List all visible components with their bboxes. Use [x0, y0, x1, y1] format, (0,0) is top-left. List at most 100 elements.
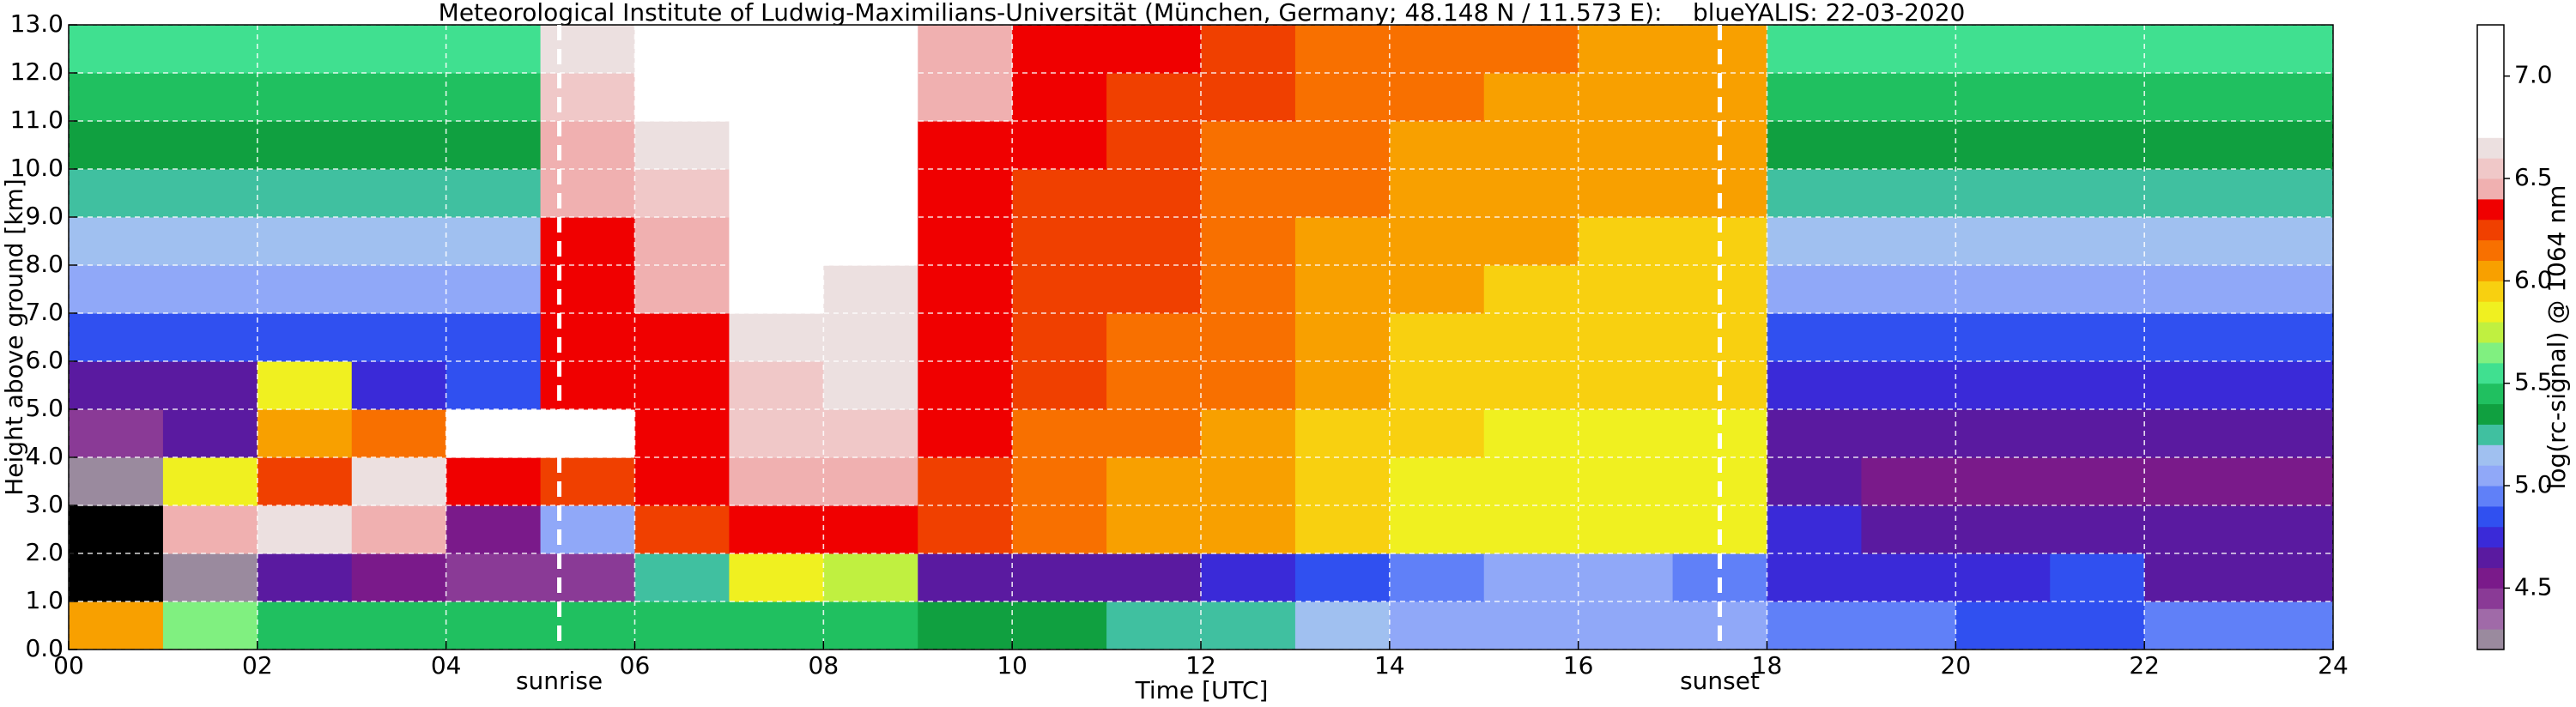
heatmap-cell	[729, 505, 824, 554]
heatmap-cell	[1578, 121, 1674, 170]
heatmap-cell	[1294, 313, 1391, 362]
heatmap-cell	[1955, 505, 2051, 554]
heatmap-cell	[351, 601, 447, 650]
heatmap-cell	[69, 361, 164, 410]
heatmap-cell	[634, 601, 730, 650]
colorbar-segment	[2477, 158, 2504, 179]
heatmap-cell	[1389, 601, 1485, 650]
heatmap-cell	[634, 217, 730, 266]
heatmap-cell	[1955, 217, 2051, 266]
heatmap-cell	[1767, 601, 1862, 650]
heatmap-cell	[540, 313, 635, 362]
heatmap-cell	[1106, 73, 1202, 122]
heatmap-cell	[445, 25, 542, 74]
heatmap-cell	[445, 601, 542, 650]
x-tick-label: 04	[431, 651, 462, 680]
heatmap-cell	[2144, 217, 2240, 266]
heatmap-cell	[257, 409, 353, 458]
heatmap-cell	[2239, 265, 2334, 314]
colorbar-tick-label: 4.5	[2514, 572, 2553, 601]
colorbar-segment	[2477, 198, 2504, 221]
heatmap-cell	[2239, 121, 2334, 170]
heatmap-cell	[2050, 313, 2145, 362]
heatmap-cell	[2050, 505, 2145, 554]
x-tick-label: 10	[997, 651, 1027, 680]
heatmap-cell	[69, 25, 164, 74]
chart-title: Meteorological Institute of Ludwig-Maxim…	[439, 0, 1966, 27]
heatmap-cell	[918, 553, 1013, 602]
heatmap-cell	[1012, 361, 1107, 410]
colorbar-segment	[2477, 505, 2504, 528]
heatmap-cell	[351, 361, 447, 410]
heatmap-cell	[1767, 169, 1862, 218]
heatmap-cell	[1861, 73, 1956, 122]
heatmap-cell	[1294, 457, 1391, 506]
colorbar-segment	[2477, 629, 2504, 650]
x-tick-label: 08	[809, 651, 839, 680]
heatmap-cell	[540, 25, 635, 74]
heatmap-cell	[1012, 265, 1107, 314]
heatmap-cell	[1106, 361, 1202, 410]
colorbar-segment	[2477, 444, 2504, 466]
heatmap-cell	[1201, 265, 1296, 314]
y-tick-label: 12.0	[10, 57, 64, 86]
heatmap-cell	[2050, 25, 2145, 74]
plot-frame	[68, 24, 2334, 650]
heatmap-cell	[1389, 121, 1485, 170]
heatmap-cell	[1201, 505, 1296, 554]
x-tick-label: 22	[2129, 651, 2160, 680]
colorbar-segment	[2477, 25, 2504, 138]
heatmap-cell	[729, 73, 824, 122]
heatmap-cell	[823, 25, 918, 74]
heatmap-cell	[351, 505, 447, 554]
heatmap-cell	[918, 601, 1013, 650]
heatmap-cell	[351, 265, 447, 314]
heatmap-cell	[445, 121, 542, 170]
heatmap-cell	[918, 457, 1013, 506]
heatmap-cell	[2050, 457, 2145, 506]
heatmap-cell	[1201, 313, 1296, 362]
heatmap-cell	[1483, 505, 1579, 554]
heatmap-cell	[257, 361, 353, 410]
heatmap-cell	[1767, 25, 1862, 74]
heatmap-cell	[1861, 505, 1956, 554]
heatmap-cell	[1955, 409, 2051, 458]
x-axis-label: Time [UTC]	[1135, 676, 1269, 704]
heatmap-cell	[69, 169, 164, 218]
x-tick-label: 14	[1374, 651, 1405, 680]
heatmap-cell	[1012, 409, 1107, 458]
heatmap-cell	[1106, 169, 1202, 218]
heatmap-cell	[918, 217, 1013, 266]
heatmap-cell	[257, 457, 353, 506]
heatmap-cell	[1294, 409, 1391, 458]
y-tick-label: 8.0	[25, 250, 64, 278]
heatmap-cell	[2050, 553, 2145, 602]
heatmap-cell	[2050, 361, 2145, 410]
heatmap-cell	[445, 457, 542, 506]
heatmap-cell	[1955, 457, 2051, 506]
heatmap-cell	[729, 601, 824, 650]
heatmap-cell	[729, 121, 824, 170]
heatmap-cell	[1294, 505, 1391, 554]
heatmap-cell	[729, 217, 824, 266]
heatmap-cell	[1201, 73, 1296, 122]
heatmap-cell	[1767, 265, 1862, 314]
heatmap-cell	[1861, 361, 1956, 410]
heatmap-cell	[1955, 313, 2051, 362]
heatmap-cell	[1201, 457, 1296, 506]
heatmap-cell	[540, 121, 635, 170]
heatmap-cell	[634, 121, 730, 170]
heatmap-cell	[1201, 25, 1296, 74]
heatmap-cell	[1767, 217, 1862, 266]
x-tick-label: 24	[2318, 651, 2349, 680]
annotation-label: sunrise	[516, 667, 603, 695]
heatmap-cell	[2239, 73, 2334, 122]
heatmap-cell	[1578, 169, 1674, 218]
heatmap-cell	[634, 169, 730, 218]
x-tick-label: 12	[1185, 651, 1216, 680]
heatmap-cell	[1294, 73, 1391, 122]
heatmap-cell	[2144, 553, 2240, 602]
colorbar-segment	[2477, 424, 2504, 445]
y-tick-label: 0.0	[25, 634, 64, 662]
heatmap-cell	[257, 265, 353, 314]
